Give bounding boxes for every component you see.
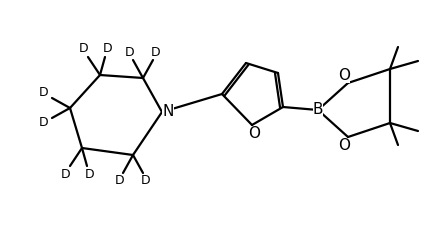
Text: D: D [39, 86, 49, 100]
Text: O: O [248, 127, 260, 142]
Text: O: O [338, 67, 350, 82]
Text: D: D [103, 43, 113, 55]
Text: D: D [115, 174, 125, 188]
Text: D: D [61, 167, 71, 180]
Text: D: D [151, 46, 161, 58]
Text: N: N [162, 104, 174, 119]
Text: B: B [313, 103, 323, 118]
Text: D: D [85, 167, 95, 180]
Text: D: D [141, 174, 151, 188]
Text: D: D [79, 43, 89, 55]
Text: D: D [125, 46, 135, 58]
Text: D: D [39, 116, 49, 130]
Text: O: O [338, 137, 350, 152]
